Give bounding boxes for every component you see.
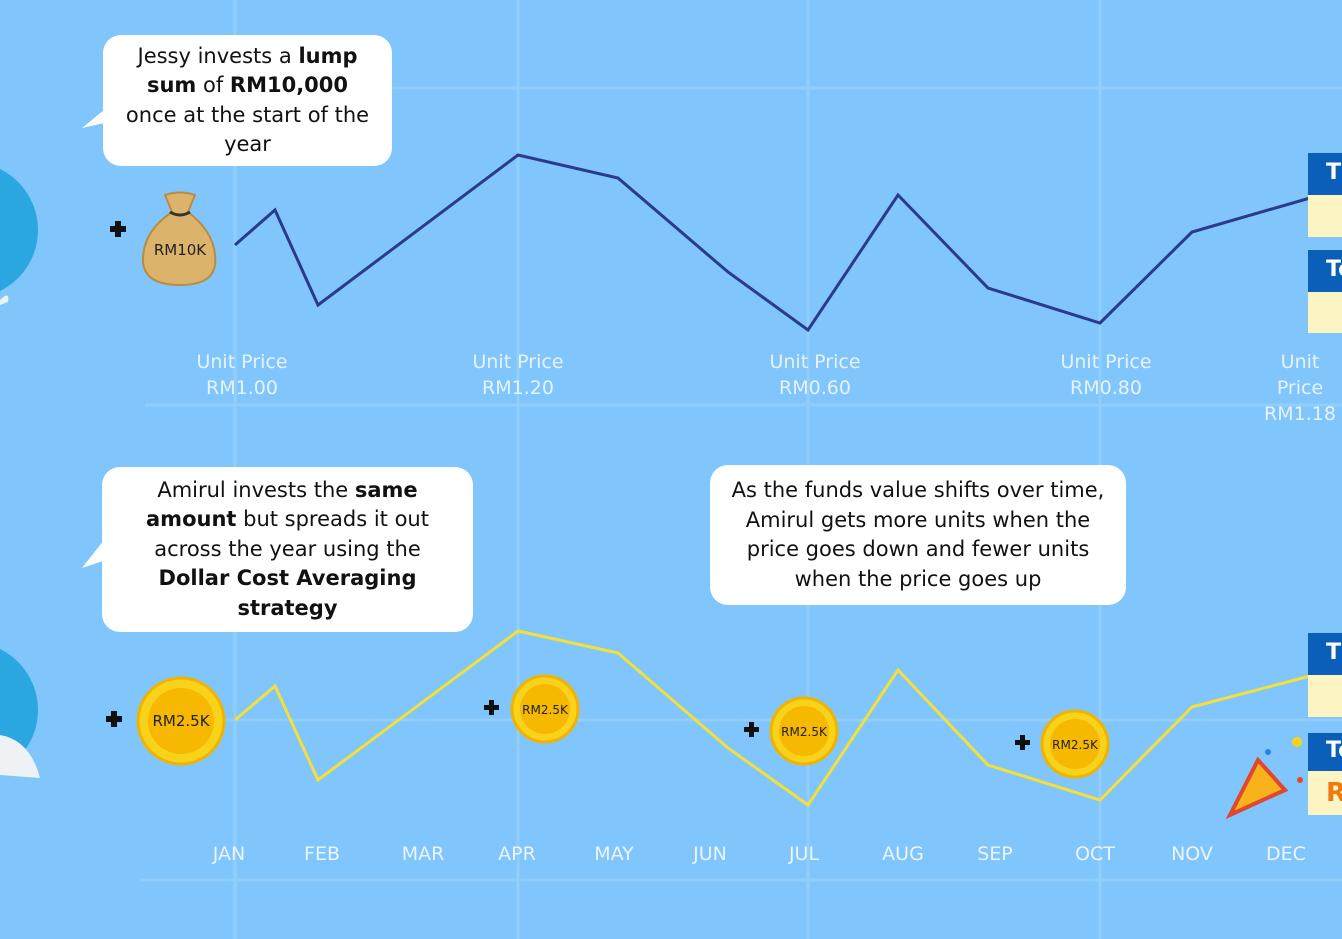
coin-label: RM2.5K (522, 703, 568, 717)
unit-price: Unit Price RM0.80 (1060, 349, 1151, 401)
plus-signs (106, 221, 1030, 750)
side-boxes (1308, 153, 1342, 815)
money-bag (141, 191, 217, 287)
bubble-text: Jessy invests a lump sum of RM10,000 onc… (119, 42, 376, 160)
month-label: MAY (594, 843, 634, 865)
speech-bubble: Jessy invests a lump sum of RM10,000 onc… (103, 35, 392, 166)
month-label: JUN (693, 843, 727, 865)
bubble-segment: Amirul invests the (157, 477, 355, 502)
unit-price-value: RM1.00 (206, 377, 278, 399)
bubble-segment: Dollar Cost Averaging strategy (158, 566, 417, 620)
month-label: FEB (304, 843, 340, 865)
speech-bubble: As the funds value shifts over time, Ami… (710, 465, 1126, 605)
price-line (234, 153, 1342, 333)
unit-price-value: RM0.80 (1070, 377, 1142, 399)
price-line (234, 629, 1342, 808)
side-box-text: R (1326, 778, 1342, 808)
side-box-text: To (1326, 738, 1342, 763)
unit-price-label: Unit Price (769, 351, 861, 373)
bubble-text: As the funds value shifts over time, Ami… (726, 476, 1110, 594)
unit-price: Unit Price RM1.00 (196, 349, 287, 401)
month-label: OCT (1075, 843, 1115, 865)
month-label: JAN (212, 843, 246, 865)
coin-label: RM10K (153, 241, 207, 259)
bubble-text: Amirul invests the same amount but sprea… (118, 476, 457, 624)
month-label: DEC (1266, 843, 1306, 865)
bubble-segment: Jessy invests a (137, 43, 299, 68)
speech-bubble: Amirul invests the same amount but sprea… (102, 467, 473, 632)
unit-price-label: Unit Price (1276, 351, 1324, 399)
unit-price: Unit Price RM1.20 (472, 349, 563, 401)
bubble-segment: As the funds value shifts over time, Ami… (731, 478, 1105, 591)
coin-label: RM2.5K (781, 725, 827, 739)
side-box-text: To (1326, 257, 1342, 282)
coin-label: RM2.5K (1052, 738, 1098, 752)
bubble-segment: RM10,000 (229, 73, 349, 97)
unit-price: Unit Price RM1.18 (1264, 349, 1336, 427)
avatar (0, 168, 38, 292)
bubble-segment: lump sum (146, 43, 358, 98)
unit-price-value: RM1.18 (1264, 403, 1336, 425)
bubble-segment: but spreads it out across the year using… (154, 507, 429, 561)
bubble-segment: once at the start of the year (125, 102, 370, 157)
bubble-segment: of (196, 73, 230, 97)
unit-price-value: RM0.60 (779, 377, 851, 399)
month-label: MAR (401, 843, 445, 865)
unit-price: Unit Price RM0.60 (769, 349, 860, 401)
coins (136, 674, 1110, 779)
unit-price-label: Unit Price (472, 351, 564, 373)
month-label: JUL (788, 843, 820, 865)
party-popper (1225, 737, 1303, 820)
month-label: NOV (1171, 843, 1213, 865)
side-box-text: T (1326, 160, 1342, 185)
unit-price-label: Unit Price (196, 351, 288, 373)
unit-price-label: Unit Price (1060, 351, 1152, 373)
month-label: APR (498, 843, 536, 865)
unit-price-value: RM1.20 (482, 377, 554, 399)
coin-label: RM2.5K (152, 712, 210, 730)
bubble-segment: same amount (146, 477, 418, 532)
month-label: SEP (977, 843, 1013, 865)
side-box-text: T (1326, 640, 1342, 665)
month-label: AUG (882, 843, 924, 865)
